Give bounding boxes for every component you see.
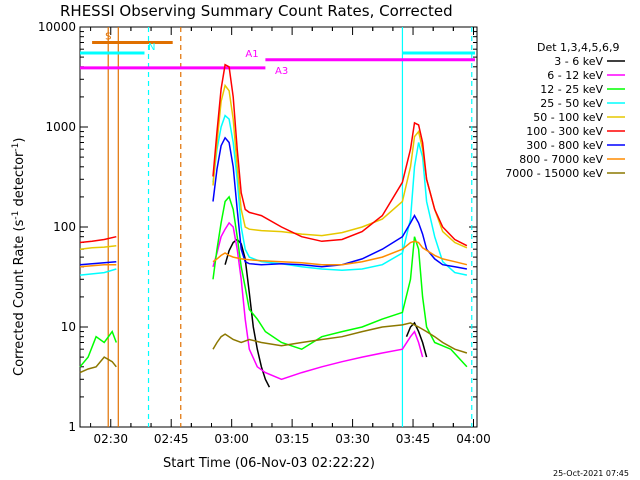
x-tick-label: 03:00 <box>214 432 249 446</box>
y-tick-label: 10 <box>61 320 76 334</box>
legend-label: 800 - 7000 keV <box>519 153 603 166</box>
legend-label: 6 - 12 keV <box>547 69 603 82</box>
chart-title: RHESSI Observing Summary Count Rates, Co… <box>60 2 453 20</box>
series-line <box>79 114 468 276</box>
series-lines <box>79 63 468 388</box>
x-tick-label: 03:45 <box>396 432 431 446</box>
vertical-markers <box>107 27 473 427</box>
legend-label: 12 - 25 keV <box>540 83 603 96</box>
x-tick-label: 03:30 <box>335 432 370 446</box>
x-tick-label: 02:30 <box>93 432 128 446</box>
y-tick-label: 10000 <box>38 20 76 34</box>
marker-label-a1: A1 <box>245 49 258 60</box>
x-tick-label: 02:45 <box>154 432 189 446</box>
y-tick-label: 100 <box>53 220 76 234</box>
plot-area <box>79 26 478 428</box>
legend-label: 100 - 300 keV <box>526 125 603 138</box>
y-tick-label: 1 <box>68 420 76 434</box>
series-line <box>79 322 468 374</box>
series-line <box>79 240 468 268</box>
legend-label: 300 - 800 keV <box>526 139 603 152</box>
series-line <box>212 221 424 381</box>
plot-frame <box>79 26 478 428</box>
series-line <box>79 63 468 247</box>
x-axis-label: Start Time (06-Nov-03 02:22:22) <box>163 456 375 471</box>
series-line <box>79 195 468 368</box>
marker-label-n: N <box>148 42 155 53</box>
legend-label: 25 - 50 keV <box>540 97 603 110</box>
axis-ticks: 1 10 100 1000 10000 02:30 02:45 03:00 03:15 03:30… <box>38 20 491 446</box>
timestamp: 25-Oct-2021 07:45 <box>553 469 629 478</box>
series-line <box>224 238 428 388</box>
legend-label: 3 - 6 keV <box>554 55 603 68</box>
legend-title: Det 1,3,4,5,6,9 <box>537 41 620 54</box>
y-tick-label: 1000 <box>45 120 76 134</box>
x-tick-label: 04:00 <box>456 432 491 446</box>
series-line <box>79 136 468 270</box>
marker-label-s: S <box>105 31 111 42</box>
x-tick-label: 03:15 <box>275 432 310 446</box>
marker-label-a3: A3 <box>275 66 288 77</box>
y-axis-label: Corrected Count Rate (s-1 detector-1) <box>11 138 27 376</box>
legend-label: 7000 - 15000 keV <box>505 167 603 180</box>
legend-label: 50 - 100 keV <box>533 111 603 124</box>
horizontal-markers: S N A1 A3 <box>80 31 475 77</box>
